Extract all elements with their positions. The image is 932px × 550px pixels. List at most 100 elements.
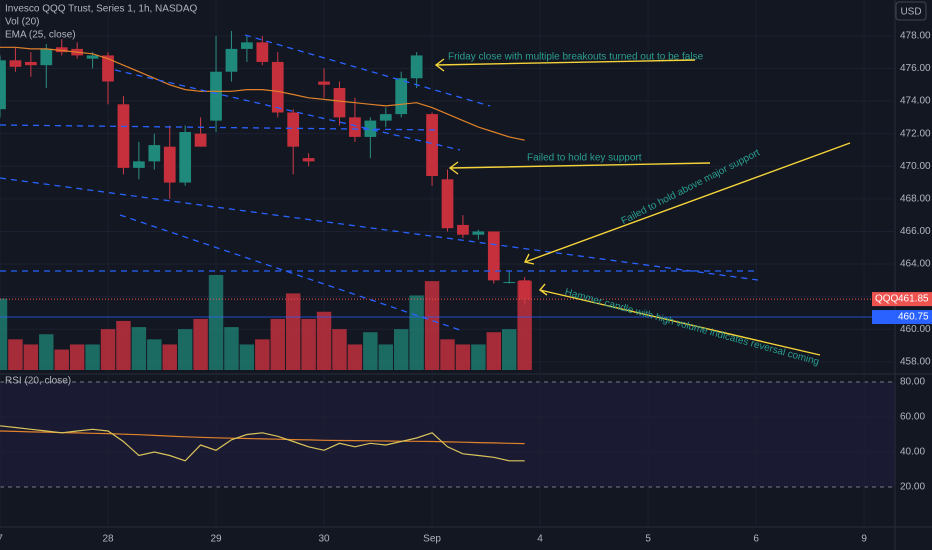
candle-body — [518, 280, 531, 300]
candle-body — [256, 42, 269, 62]
price-tag — [872, 292, 932, 307]
arrows — [434, 58, 851, 356]
candle-body — [271, 61, 284, 113]
candle-body — [333, 88, 346, 118]
y-tick-label: 478.00 — [900, 30, 931, 41]
candle-body — [163, 146, 176, 183]
rsi-line — [0, 425, 525, 462]
candle-body — [225, 48, 238, 72]
volume-bar — [486, 332, 502, 370]
volume-bar — [455, 344, 471, 370]
volume-bar — [23, 344, 39, 370]
x-tick-label: 29 — [210, 534, 222, 545]
candle-body — [379, 114, 392, 121]
y-tick-label: 80.00 — [900, 377, 925, 388]
candle-body — [395, 78, 408, 115]
currency-box — [895, 1, 927, 21]
volume-bar — [8, 339, 23, 370]
volume-bar — [285, 293, 301, 370]
ema-label: EMA (25, close) — [5, 30, 76, 41]
y-tick-label: 458.00 — [900, 356, 931, 367]
y-tick-label: 20.00 — [900, 482, 925, 493]
candle-body — [24, 61, 37, 66]
volume-bar — [270, 318, 285, 370]
ema-line — [0, 46, 525, 141]
volume-bar — [347, 344, 363, 370]
volume-bar — [440, 339, 455, 370]
candle-body — [472, 231, 485, 235]
candle-body — [487, 231, 500, 281]
candle-body — [40, 48, 53, 66]
candle-body — [86, 55, 99, 59]
volume-bar — [409, 295, 424, 370]
arrow — [434, 58, 696, 72]
candle-body — [194, 133, 207, 147]
arrow — [523, 142, 851, 265]
candle-body — [148, 145, 161, 162]
price-tag — [872, 310, 932, 325]
volume-bar — [316, 311, 332, 370]
volume-bar — [208, 275, 224, 370]
currency: USD — [900, 7, 921, 18]
y-tick-label: 466.00 — [900, 226, 931, 237]
trend-line — [244, 34, 491, 107]
volume-bar — [378, 344, 393, 370]
volume-bar — [517, 281, 532, 370]
candle-body — [133, 161, 145, 168]
rsi-band — [0, 382, 895, 487]
x-tick-label: 7 — [0, 534, 3, 545]
volume-bar — [147, 339, 162, 370]
volume-bar — [363, 332, 378, 370]
candle-body — [302, 158, 315, 162]
candle-body — [318, 81, 330, 85]
candle-body — [117, 104, 130, 168]
volume-bar — [239, 344, 255, 370]
x-tick-label: 9 — [861, 534, 867, 545]
x-tick-label: 5 — [645, 534, 651, 545]
candle-body — [441, 179, 454, 229]
annotation: Failed to hold key support — [527, 153, 642, 164]
y-tick-label: 476.00 — [900, 63, 931, 74]
candle-body — [9, 60, 22, 67]
candle-body — [457, 224, 469, 235]
y-tick-label: 40.00 — [900, 447, 925, 458]
trend-line — [119, 214, 461, 331]
candle-body — [102, 55, 114, 82]
candle-body — [241, 42, 253, 49]
volume-bar — [85, 344, 100, 370]
y-tick-label: 468.00 — [900, 193, 931, 204]
candle-body — [55, 47, 68, 53]
volume-label: Vol (20) — [5, 17, 39, 28]
candle-body — [179, 132, 192, 183]
volume-bar — [255, 339, 270, 370]
trend-line — [114, 69, 461, 151]
volume-bar — [224, 327, 239, 370]
volume-bar — [424, 281, 440, 370]
rsi-label: RSI (20, close) — [5, 376, 71, 387]
x-tick-label: Sep — [423, 534, 441, 545]
volume-bar — [393, 329, 409, 370]
candle-body — [349, 117, 361, 137]
volume-bar — [177, 329, 193, 370]
candle-body — [287, 112, 300, 147]
arrow — [448, 161, 711, 175]
x-tick-label: 6 — [753, 534, 759, 545]
volume-bar — [193, 318, 208, 370]
rsi-ma-line — [0, 430, 525, 445]
volume-bar — [116, 320, 131, 370]
volume-bar — [39, 334, 54, 370]
ma-price: 460.75 — [898, 312, 929, 323]
candle-body — [210, 71, 222, 121]
volume-bar — [502, 329, 517, 370]
symbol: QQQ — [875, 294, 899, 305]
candle-body — [0, 60, 6, 110]
last-price: 461.85 — [898, 294, 929, 305]
volume-bar — [69, 344, 85, 370]
volume-bar — [471, 344, 486, 370]
y-tick-label: 464.00 — [900, 259, 931, 270]
x-tick-label: 4 — [537, 534, 543, 545]
candle-body — [410, 55, 423, 79]
trend-lines — [0, 34, 759, 331]
